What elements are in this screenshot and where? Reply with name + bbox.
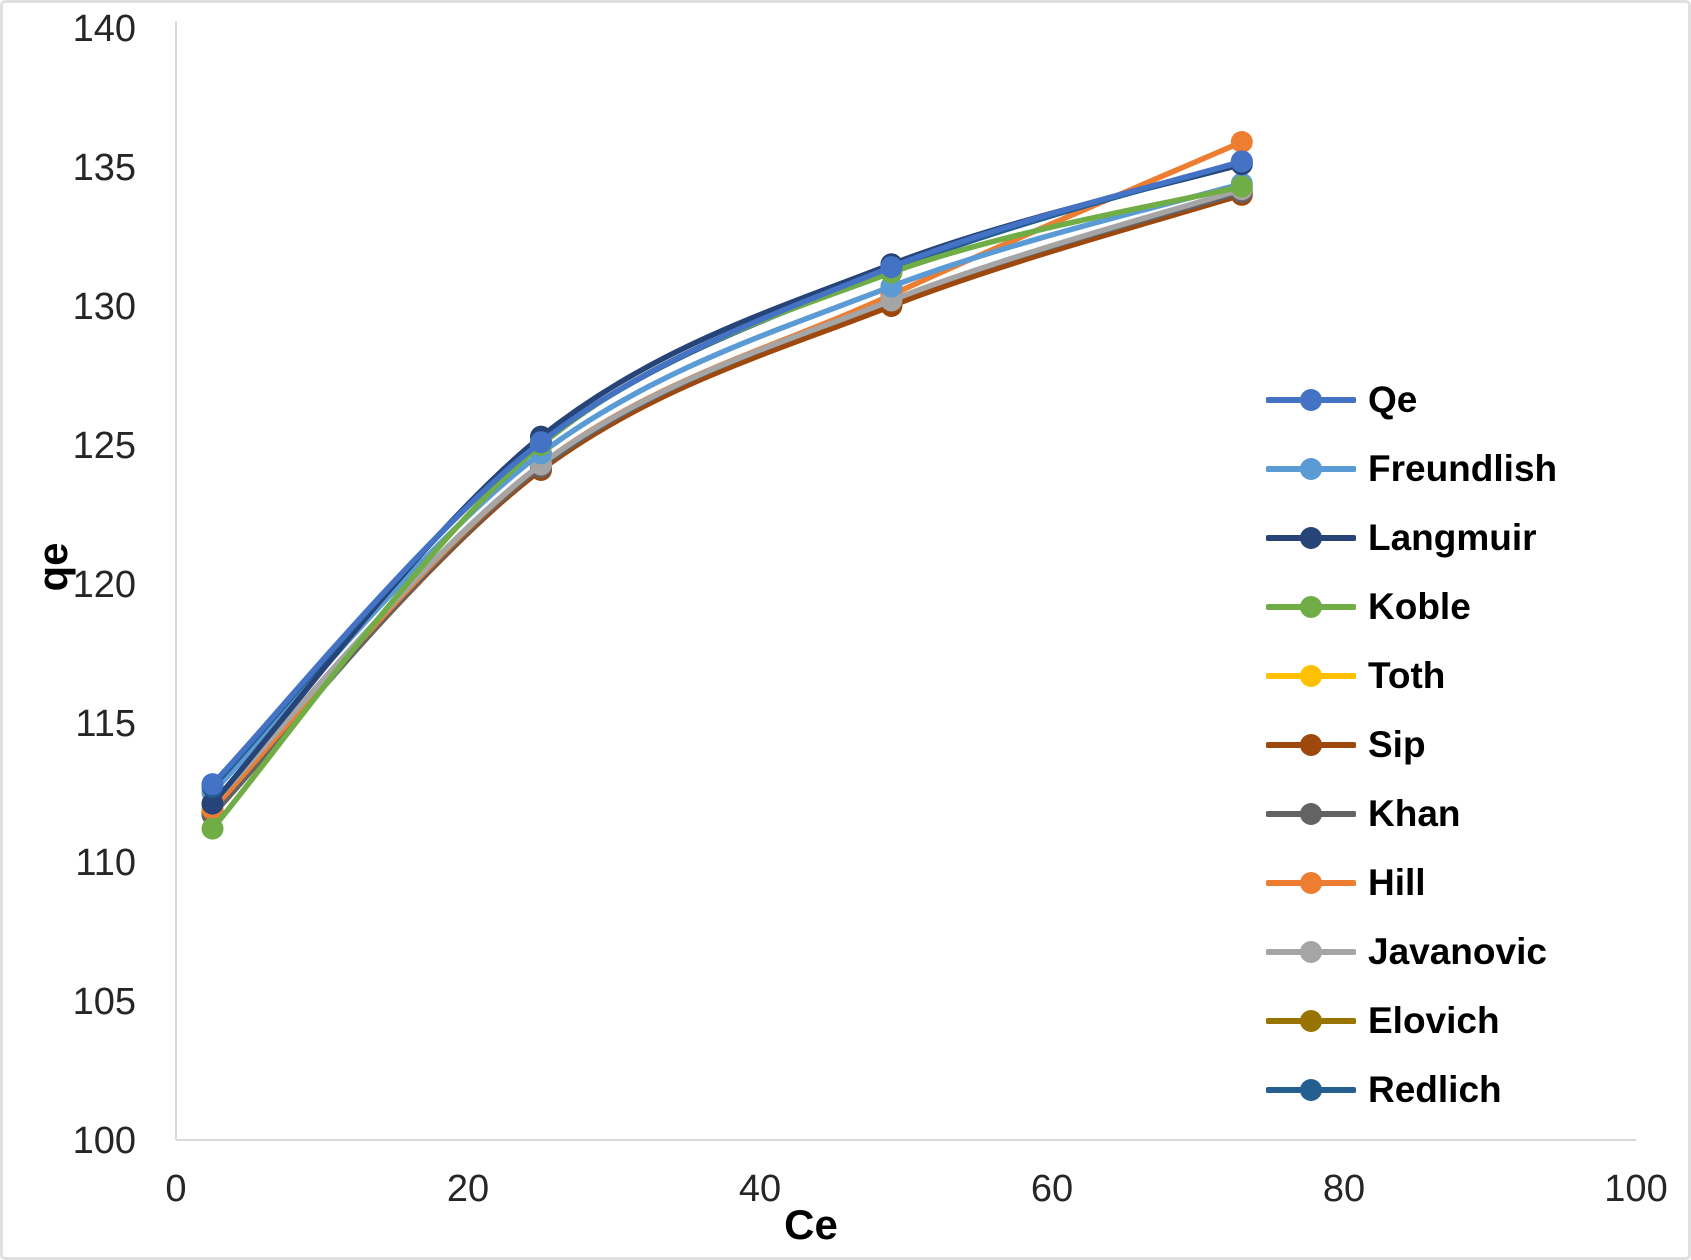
data-point-marker — [1230, 150, 1253, 173]
legend-marker-icon — [1266, 388, 1356, 411]
legend-item-toth: Toth — [1266, 641, 1557, 710]
legend-label: Elovich — [1368, 999, 1500, 1041]
legend-marker-icon — [1266, 457, 1356, 480]
series-koble — [201, 175, 1253, 840]
legend-item-langmuir: Langmuir — [1266, 503, 1557, 572]
series-langmuir — [201, 153, 1253, 815]
legend-label: Toth — [1368, 654, 1446, 696]
series-freundlish — [201, 172, 1253, 804]
series-line-javanovic — [209, 186, 1245, 807]
y-tick-label: 100 — [73, 1120, 136, 1162]
legend-marker-icon — [1266, 595, 1356, 618]
legend: Qe Freundlish Langmuir Koble Toth Sip Khan Hill… — [1266, 365, 1557, 1124]
legend-item-koble: Koble — [1266, 572, 1557, 641]
series-line-freundlish — [209, 180, 1245, 796]
x-tick-label: 100 — [1604, 1168, 1667, 1210]
series-line-toth — [209, 189, 1245, 815]
series-javanovic — [201, 178, 1253, 815]
legend-label: Sip — [1368, 723, 1426, 765]
legend-label: Redlich — [1368, 1068, 1502, 1110]
x-tick-label: 60 — [1031, 1168, 1073, 1210]
legend-label: Freundlish — [1368, 447, 1558, 489]
series-line-koble — [209, 183, 1245, 832]
series-line-elovich — [209, 189, 1245, 815]
data-point-marker — [880, 256, 903, 279]
y-axis-title: qe — [29, 542, 76, 592]
legend-marker-icon — [1266, 526, 1356, 549]
plot-area: 100 105 110 115 120 125 130 135 140 0 20 40 60 80 100 — [73, 8, 1668, 1210]
series-line-redlich — [209, 158, 1245, 790]
data-point-marker — [1230, 175, 1253, 198]
legend-label: Qe — [1368, 378, 1418, 420]
series-khan — [201, 181, 1253, 826]
legend-marker-icon — [1266, 733, 1356, 756]
y-tick-label: 120 — [73, 564, 136, 606]
data-point-marker — [530, 431, 552, 454]
legend-item-javanovic: Javanovic — [1266, 917, 1557, 986]
legend-label: Langmuir — [1368, 516, 1537, 558]
data-point-marker — [201, 773, 224, 796]
series-sip — [201, 183, 1253, 823]
y-tick-label: 110 — [75, 842, 136, 884]
series-line-qe — [209, 158, 1245, 787]
legend-marker-icon — [1266, 940, 1356, 963]
y-tick-label: 140 — [73, 8, 136, 50]
series-line-sip — [209, 192, 1245, 815]
legend-item-freundlish: Freundlish — [1266, 434, 1557, 503]
x-tick-label: 40 — [739, 1168, 781, 1210]
series-line-khan — [209, 189, 1245, 818]
series-elovich — [201, 181, 1253, 823]
legend-label: Koble — [1368, 585, 1471, 627]
legend-marker-icon — [1266, 1009, 1356, 1032]
legend-item-khan: Khan — [1266, 779, 1557, 848]
series-redlich — [201, 150, 1253, 798]
data-point-marker — [201, 817, 224, 840]
series-qe — [201, 150, 1253, 796]
y-tick-label: 125 — [73, 425, 136, 467]
legend-label: Khan — [1368, 792, 1461, 834]
x-tick-label: 20 — [447, 1168, 489, 1210]
y-tick-label: 105 — [73, 981, 136, 1023]
legend-item-qe: Qe — [1266, 365, 1557, 434]
legend-item-sip: Sip — [1266, 710, 1557, 779]
x-axis-title: Ce — [784, 1201, 838, 1248]
legend-marker-icon — [1266, 802, 1356, 825]
y-tick-label: 115 — [75, 703, 136, 745]
legend-marker-icon — [1266, 664, 1356, 687]
legend-marker-icon — [1266, 1078, 1356, 1101]
y-tick-label: 130 — [73, 286, 136, 328]
legend-label: Javanovic — [1368, 930, 1547, 972]
series-toth — [201, 181, 1253, 823]
legend-item-hill: Hill — [1266, 848, 1557, 917]
data-point-marker — [201, 792, 224, 815]
legend-item-redlich: Redlich — [1266, 1055, 1557, 1124]
x-tick-label: 0 — [165, 1168, 186, 1210]
data-point-marker — [1230, 130, 1253, 153]
series-line-langmuir — [209, 161, 1245, 807]
legend-item-elovich: Elovich — [1266, 986, 1557, 1055]
legend-marker-icon — [1266, 871, 1356, 894]
legend-label: Hill — [1368, 861, 1426, 903]
x-tick-label: 80 — [1323, 1168, 1365, 1210]
y-tick-label: 135 — [73, 147, 136, 189]
